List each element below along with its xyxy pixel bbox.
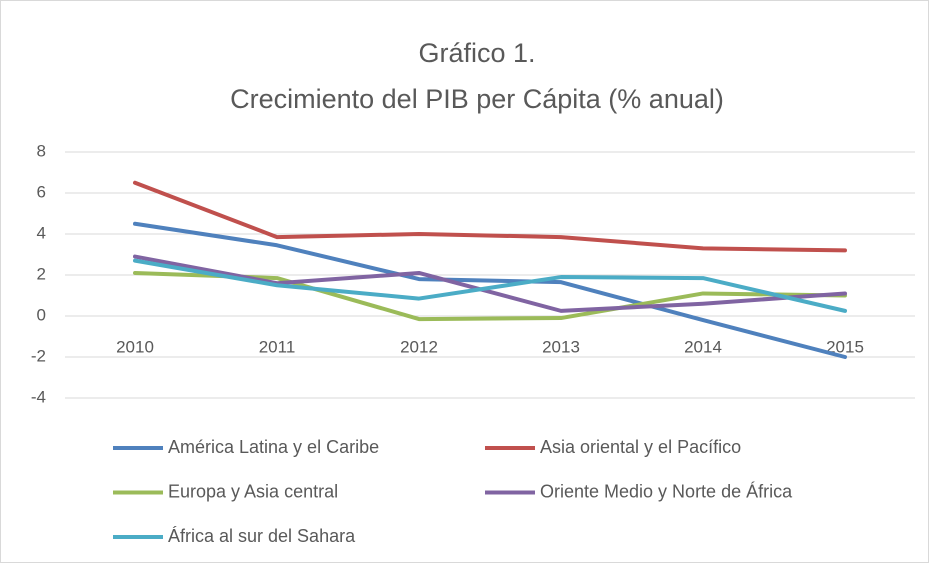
x-tick-label: 2014 bbox=[684, 337, 722, 356]
y-tick-label: 8 bbox=[37, 141, 46, 160]
x-tick-label: 2013 bbox=[542, 337, 580, 356]
y-tick-label: 4 bbox=[37, 223, 46, 242]
series-line bbox=[133, 221, 847, 359]
x-tick-label: 2012 bbox=[400, 337, 438, 356]
x-tick-label: 2011 bbox=[259, 337, 296, 356]
series-line bbox=[133, 180, 847, 253]
x-tick-label: 2010 bbox=[116, 337, 154, 356]
legend-label: América Latina y el Caribe bbox=[168, 437, 379, 457]
chart-title: Crecimiento del PIB per Cápita (% anual) bbox=[230, 84, 724, 114]
y-tick-label: 6 bbox=[37, 182, 46, 201]
legend-label: Europa y Asia central bbox=[168, 481, 338, 501]
legend-label: África al sur del Sahara bbox=[168, 526, 356, 546]
y-tick-label: -2 bbox=[31, 346, 46, 365]
series-line bbox=[133, 258, 847, 313]
series-line bbox=[133, 254, 847, 313]
chart-title: Gráfico 1. bbox=[418, 38, 535, 68]
legend-label: Oriente Medio y Norte de África bbox=[540, 481, 793, 501]
y-tick-label: 0 bbox=[37, 305, 46, 324]
y-tick-label: 2 bbox=[37, 264, 46, 283]
x-tick-label: 2015 bbox=[826, 337, 864, 356]
y-tick-label: -4 bbox=[31, 387, 46, 406]
legend-label: Asia oriental y el Pacífico bbox=[540, 437, 741, 457]
